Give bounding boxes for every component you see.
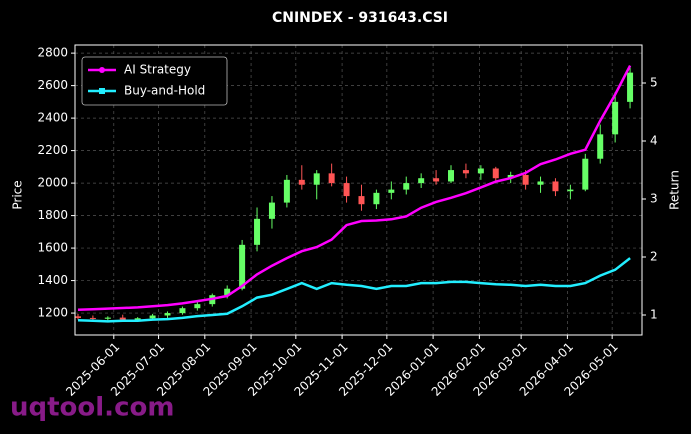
- candle-body: [627, 72, 634, 102]
- y-tick-label: 2600: [37, 78, 68, 92]
- legend-label: Buy-and-Hold: [124, 84, 205, 98]
- candle-body: [343, 183, 350, 197]
- candle-body: [552, 181, 559, 192]
- legend-marker: [99, 67, 105, 73]
- y2-tick-label: 1: [650, 307, 658, 321]
- line-series: [77, 257, 631, 323]
- line-series: [77, 65, 632, 312]
- legend-label: AI Strategy: [124, 63, 191, 77]
- y-axis-label: Price: [11, 180, 25, 209]
- candle-body: [313, 173, 320, 185]
- candle-body: [522, 174, 529, 185]
- candle-body: [433, 178, 440, 182]
- y-tick-label: 1600: [37, 241, 68, 255]
- y2-axis-label: Return: [668, 170, 682, 210]
- chart-title: CNINDEX - 931643.CSI: [272, 10, 448, 26]
- candle-body: [582, 158, 589, 190]
- y2-tick-label: 2: [650, 249, 658, 263]
- candle-body: [462, 170, 469, 174]
- candle-body: [507, 174, 514, 179]
- candle-body: [268, 202, 275, 219]
- candle-body: [74, 316, 81, 318]
- watermark: uqtool.com: [10, 393, 174, 423]
- candle-body: [537, 181, 544, 185]
- y2-tick-label: 4: [650, 133, 658, 147]
- y-tick-label: 2000: [37, 176, 68, 190]
- y-tick-label: 2400: [37, 111, 68, 125]
- y2-tick-label: 3: [650, 191, 658, 205]
- y2-tick-label: 5: [650, 75, 658, 89]
- candle-body: [418, 178, 425, 184]
- candle-body: [403, 183, 410, 190]
- candle-body: [179, 308, 186, 314]
- y-tick-label: 1800: [37, 208, 68, 222]
- legend-marker: [99, 88, 105, 94]
- candle-body: [612, 101, 619, 135]
- candle-body: [298, 179, 305, 185]
- candle-body: [448, 170, 455, 182]
- candle-body: [194, 304, 201, 309]
- candle-body: [254, 218, 261, 245]
- candle-body: [477, 168, 484, 174]
- candle-body: [358, 196, 365, 205]
- candle-body: [89, 317, 96, 319]
- plot-frame: [74, 44, 643, 336]
- y-tick-label: 1400: [37, 273, 68, 287]
- candle-body: [328, 173, 335, 184]
- candle-body: [492, 168, 499, 179]
- legend-box: [81, 56, 228, 106]
- candle-body: [104, 317, 111, 319]
- candle-body: [283, 179, 290, 203]
- candle-body: [164, 313, 171, 316]
- candle-body: [567, 189, 574, 192]
- candle-body: [388, 189, 395, 193]
- candle-body: [134, 318, 141, 320]
- candle-body: [597, 134, 604, 159]
- y-tick-label: 2200: [37, 143, 68, 157]
- candle-body: [239, 244, 246, 289]
- candle-body: [149, 315, 156, 319]
- candle-body: [224, 288, 231, 296]
- candle-body: [373, 192, 380, 205]
- candle-body: [119, 317, 126, 320]
- y-tick-label: 1200: [37, 306, 68, 320]
- y-tick-label: 2800: [37, 46, 68, 60]
